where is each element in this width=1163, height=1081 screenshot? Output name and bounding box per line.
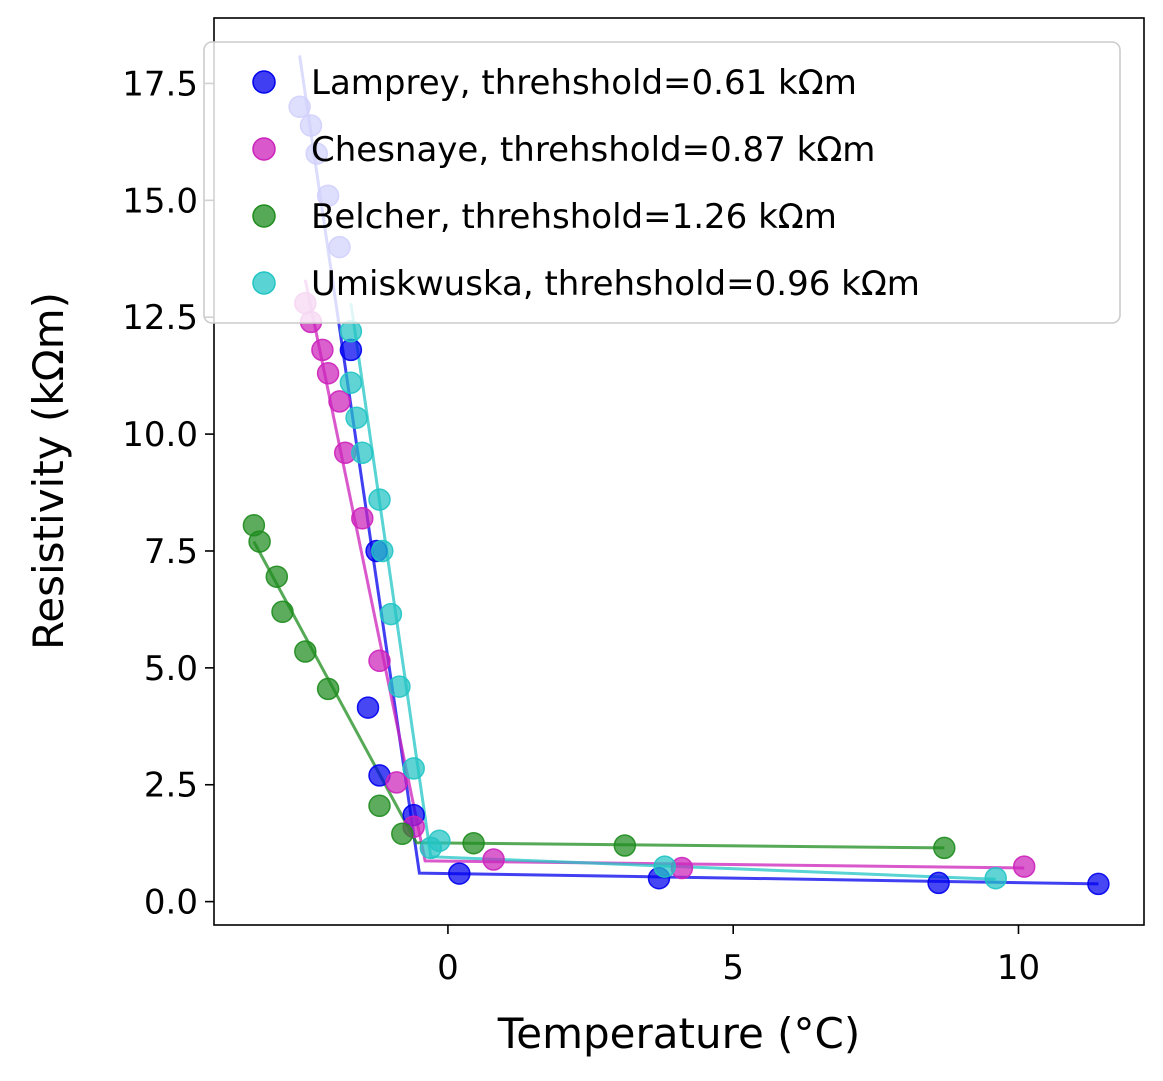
data-point: [462, 831, 485, 855]
data-point: [368, 488, 391, 511]
data-point: [482, 848, 505, 871]
data-point: [927, 871, 950, 895]
data-point: [351, 441, 374, 465]
data-point: [339, 319, 363, 343]
data-point: [345, 406, 368, 429]
data-point: [271, 600, 294, 624]
y-tick-label: 7.5: [144, 532, 198, 572]
data-point: [984, 866, 1007, 890]
fit-line: [303, 279, 1025, 870]
plot-frame: [213, 17, 1145, 926]
data-point: [428, 829, 451, 853]
y-tick-label: 15.0: [122, 181, 198, 221]
y-axis-label: Resistivity (kΩm): [24, 292, 73, 650]
legend-label: Lamprey, threhshold=0.61 kΩm: [311, 63, 857, 103]
legend-label: Chesnaye, threhshold=0.87 kΩm: [311, 130, 875, 170]
data-point: [388, 675, 411, 698]
fit-line: [349, 302, 996, 881]
x-axis-label: Temperature (°C): [497, 1009, 861, 1058]
y-tick-label: 17.5: [122, 64, 198, 104]
y-tick-label: 2.5: [144, 766, 198, 806]
legend: Lamprey, threhshold=0.61 kΩm Chesnaye, th…: [203, 41, 1121, 324]
data-point: [316, 677, 340, 701]
legend-marker: [252, 204, 276, 228]
data-point: [311, 338, 334, 362]
legend-marker: [252, 70, 276, 94]
legend-marker: [252, 137, 276, 161]
x-tick-label: 10: [997, 948, 1040, 988]
data-point: [328, 390, 351, 413]
legend-box: [203, 41, 1121, 324]
data-point: [371, 539, 394, 563]
data-point: [339, 371, 363, 394]
data-point: [379, 602, 403, 626]
data-point: [294, 640, 317, 663]
data-point: [385, 771, 408, 794]
y-tick-label: 5.0: [144, 649, 198, 689]
data-point: [339, 338, 363, 362]
x-tick-label: 0: [437, 948, 459, 988]
y-tick-label: 0.0: [144, 883, 198, 923]
data-point: [402, 757, 425, 780]
y-tick-label: 12.5: [122, 298, 198, 338]
data-point: [316, 362, 340, 385]
data-point: [613, 834, 637, 857]
data-point: [248, 530, 271, 553]
fit-line: [298, 55, 1099, 886]
data-point: [356, 696, 380, 719]
legend-label: Belcher, threhshold=1.26 kΩm: [311, 197, 837, 237]
legend-label: Umiskwuska, threhshold=0.96 kΩm: [311, 264, 920, 304]
data-point: [1012, 855, 1036, 878]
data-point: [351, 507, 374, 530]
legend-marker: [252, 271, 276, 295]
data-point: [265, 565, 289, 588]
y-tick-label: 10.0: [122, 415, 198, 455]
data-point: [391, 822, 414, 846]
data-point: [368, 794, 391, 818]
x-tick-label: 5: [722, 948, 744, 988]
data-point: [448, 862, 471, 885]
data-point: [933, 836, 956, 860]
fit-line: [252, 540, 945, 850]
data-point: [1087, 872, 1110, 896]
data-point: [368, 649, 391, 673]
data-point: [653, 855, 676, 878]
